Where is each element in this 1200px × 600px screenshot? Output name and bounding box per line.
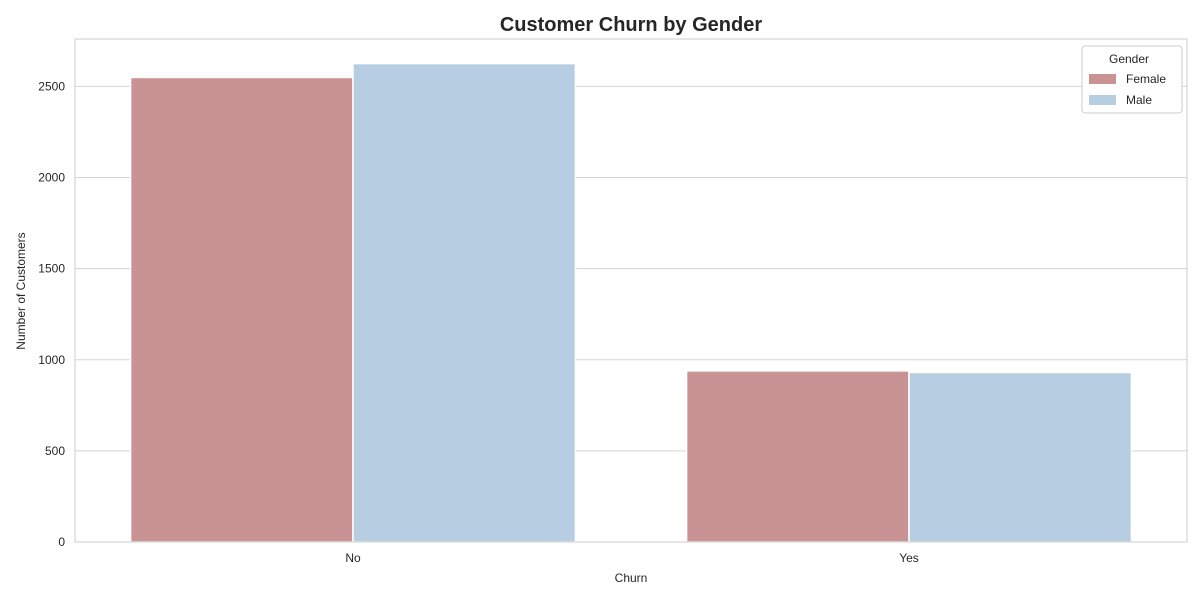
legend-title: Gender — [1109, 52, 1149, 66]
x-tick-label: Yes — [899, 551, 919, 565]
y-axis-label: Number of Customers — [14, 232, 28, 349]
legend-label-female: Female — [1126, 72, 1166, 86]
y-tick-label: 2500 — [38, 79, 65, 93]
x-axis-ticks: No Yes — [345, 551, 918, 565]
y-tick-label: 1500 — [38, 262, 65, 276]
bars — [129, 62, 1133, 543]
y-tick-label: 1000 — [38, 353, 65, 367]
bar-male-yes — [908, 371, 1133, 543]
legend-swatch-male — [1089, 95, 1116, 105]
bar-male-no — [352, 62, 577, 543]
chart-title: Customer Churn by Gender — [500, 14, 762, 36]
legend-items: Female Male — [1089, 72, 1166, 107]
legend-swatch-female — [1089, 74, 1116, 84]
bar-female-no — [129, 76, 354, 543]
y-axis-ticks: 0 500 1000 1500 2000 2500 — [38, 79, 65, 549]
x-axis-label: Churn — [615, 571, 648, 585]
y-tick-label: 500 — [45, 444, 65, 458]
x-tick-label: No — [345, 551, 361, 565]
legend: Gender Female Male — [1081, 45, 1183, 114]
bar-female-yes — [685, 370, 910, 543]
plot-frame — [74, 38, 1188, 543]
y-tick-label: 0 — [58, 535, 65, 549]
legend-label-male: Male — [1126, 93, 1152, 107]
y-tick-label: 2000 — [38, 171, 65, 185]
